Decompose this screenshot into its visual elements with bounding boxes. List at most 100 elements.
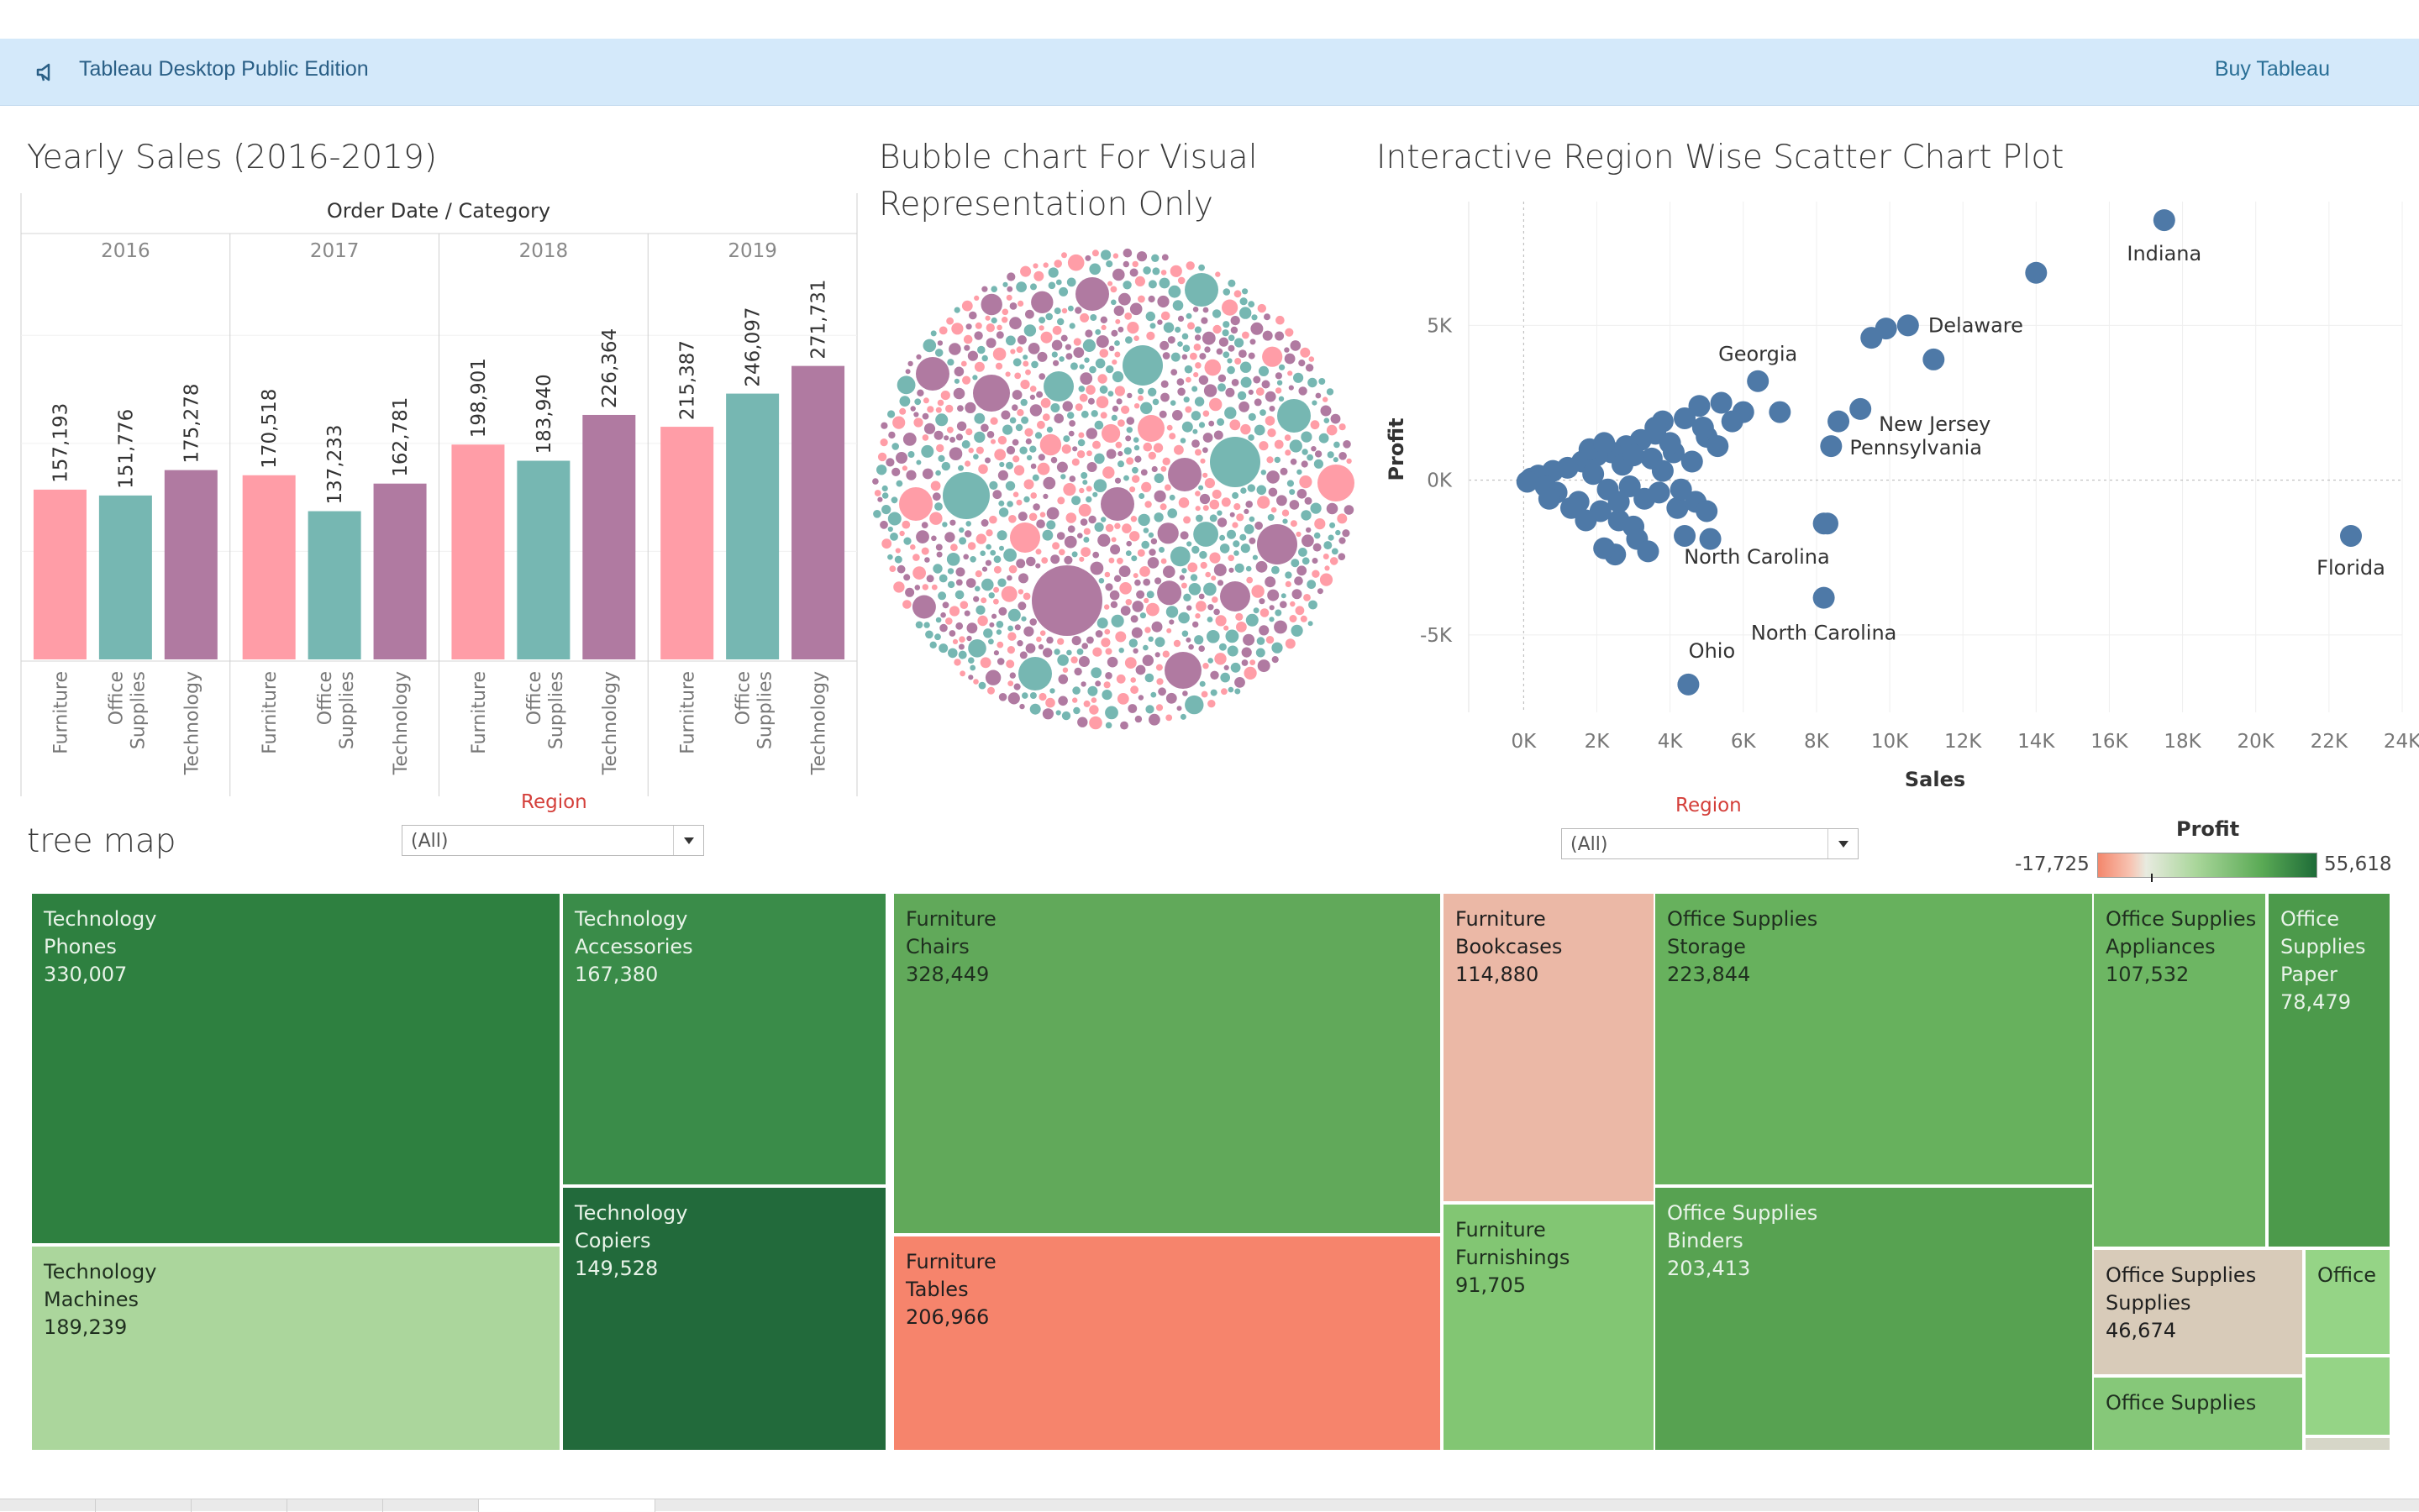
sheet-tab[interactable] xyxy=(192,1499,287,1512)
bubble xyxy=(1227,365,1235,375)
bubble xyxy=(945,617,953,625)
bubble xyxy=(1338,553,1346,560)
bubble xyxy=(1223,625,1229,631)
bubble xyxy=(1271,565,1280,575)
region-filter-dropdown-left[interactable]: (All) xyxy=(402,825,704,856)
bubble xyxy=(1333,441,1340,449)
sheet-tab[interactable] xyxy=(96,1499,192,1512)
bubble xyxy=(1236,622,1247,633)
bubble xyxy=(1246,576,1254,584)
treemap-tile[interactable] xyxy=(2304,1356,2391,1436)
bubble xyxy=(955,567,965,577)
bubble xyxy=(1061,307,1068,314)
bubble xyxy=(1227,645,1238,657)
treemap[interactable]: Technology Phones 330,007 Technology Mac… xyxy=(30,892,2391,1452)
bubble xyxy=(1186,541,1192,547)
treemap-tile[interactable] xyxy=(2304,1436,2391,1452)
yearly-sales-bar-chart[interactable]: Order Date / Category 2016 157,193 Furnitur… xyxy=(0,193,865,798)
bubble xyxy=(1259,441,1269,451)
bubble xyxy=(1131,627,1143,638)
treemap-tile[interactable]: Office Supplies Paper 78,479 xyxy=(2267,892,2391,1248)
treemap-tile[interactable]: Office Supplies Supplies 46,674 xyxy=(2092,1248,2304,1376)
region-scatter-chart[interactable]: 0K 2K 4K 6K 8K 10K 12K 14K 16K 18K 20K 22K 24K 5K 0K -5… xyxy=(1361,193,2419,798)
bar-value-label: 198,901 xyxy=(468,358,490,438)
sheet-tab[interactable] xyxy=(383,1499,479,1512)
bubble xyxy=(1205,571,1211,578)
bubble xyxy=(1296,531,1302,538)
sheet-tab-active[interactable] xyxy=(479,1499,655,1512)
treemap-tile[interactable]: Furniture Furnishings 91,705 xyxy=(1442,1203,1657,1452)
bubble xyxy=(1056,532,1065,540)
bubble xyxy=(981,354,988,362)
bubble xyxy=(1165,714,1173,722)
treemap-tile[interactable]: Furniture Bookcases 114,880 xyxy=(1442,892,1657,1203)
bubble xyxy=(1024,428,1033,437)
bubble xyxy=(989,622,995,627)
bubble xyxy=(890,533,898,541)
bubble xyxy=(993,586,1000,593)
chevron-down-icon[interactable] xyxy=(1827,829,1858,858)
bubble xyxy=(1115,441,1123,449)
bubble xyxy=(1043,476,1056,490)
bubble xyxy=(1124,312,1133,320)
bubble xyxy=(977,345,986,354)
treemap-tile[interactable]: Technology Accessories 167,380 xyxy=(561,892,887,1186)
treemap-tile[interactable]: Office Supplies Binders 203,413 xyxy=(1654,1186,2096,1452)
bubble xyxy=(1170,369,1178,375)
bubble xyxy=(1125,336,1133,344)
bubble xyxy=(1139,566,1150,577)
bubble xyxy=(1029,703,1041,715)
bubble xyxy=(903,574,911,581)
bubble xyxy=(1118,292,1131,306)
bubble xyxy=(930,480,941,491)
treemap-tile[interactable]: Office xyxy=(2304,1248,2391,1356)
bubble xyxy=(1167,336,1175,344)
bubble xyxy=(1308,356,1315,362)
bubble xyxy=(1133,335,1139,341)
bubble xyxy=(1039,692,1047,701)
bubble xyxy=(1229,419,1241,431)
bubble xyxy=(1312,570,1320,578)
bubble-chart[interactable] xyxy=(865,244,1370,748)
bubble xyxy=(965,530,972,538)
bubble xyxy=(966,622,978,634)
treemap-tile[interactable]: Office Supplies Appliances 107,532 xyxy=(2092,892,2267,1248)
treemap-tile[interactable]: Technology Copiers 149,528 xyxy=(561,1186,887,1452)
bubble xyxy=(1276,495,1287,507)
bubble xyxy=(1062,667,1069,673)
bubble xyxy=(992,490,1002,500)
bubble xyxy=(1254,398,1262,407)
bubble xyxy=(933,430,944,440)
bubble xyxy=(993,565,1002,574)
bubble xyxy=(1076,450,1086,459)
bubble xyxy=(1139,612,1146,619)
bubble xyxy=(1234,563,1244,573)
treemap-tile[interactable]: Technology Phones 330,007 xyxy=(30,892,561,1245)
bubble xyxy=(1006,294,1012,301)
bubble xyxy=(939,643,949,654)
treemap-tile[interactable]: Office Supplies Storage 223,844 xyxy=(1654,892,2096,1186)
bubble xyxy=(1025,309,1034,319)
sheet-tab[interactable] xyxy=(0,1499,96,1512)
bubble xyxy=(1092,440,1101,449)
buy-tableau-link[interactable]: Buy Tableau xyxy=(2214,57,2330,81)
region-filter-dropdown-right[interactable]: (All) xyxy=(1561,828,1859,859)
treemap-tile[interactable]: Furniture Tables 206,966 xyxy=(892,1235,1442,1452)
tile-category: Office Supplies xyxy=(2106,907,2257,931)
bubble xyxy=(1080,372,1093,385)
sheet-tab[interactable] xyxy=(287,1499,383,1512)
bubble xyxy=(1043,262,1049,268)
treemap-tile[interactable]: Office Supplies xyxy=(2092,1376,2304,1452)
bubble xyxy=(946,553,960,566)
scatter-point xyxy=(1812,586,1835,609)
profit-color-ramp[interactable] xyxy=(2097,853,2317,878)
bubble xyxy=(1133,444,1140,451)
tile-category: Furniture xyxy=(1455,907,1546,931)
chevron-down-icon[interactable] xyxy=(673,826,703,855)
bubble xyxy=(1259,625,1270,636)
treemap-tile[interactable]: Furniture Chairs 328,449 xyxy=(892,892,1442,1235)
bubble xyxy=(1176,706,1182,711)
bubble xyxy=(1015,423,1023,432)
treemap-tile[interactable]: Technology Machines 189,239 xyxy=(30,1245,561,1452)
bubble xyxy=(993,650,999,656)
